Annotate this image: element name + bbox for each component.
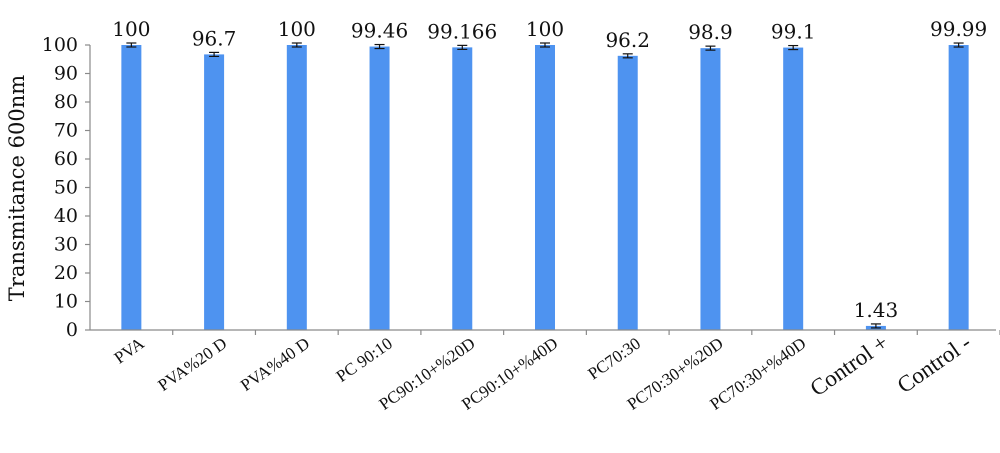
category-label: Control + [806,330,893,402]
data-label: 1.43 [854,298,899,322]
y-tick-label: 50 [54,177,78,199]
y-tick-label: 30 [54,234,78,256]
data-label: 99.46 [351,19,408,43]
bar [286,45,307,330]
y-tick-label: 40 [54,205,78,227]
y-tick-label: 0 [66,319,78,341]
y-tick-label: 20 [54,262,78,284]
y-tick-label: 60 [54,148,78,170]
category-label: PVA%20 D [154,334,230,395]
bar [121,45,142,330]
y-tick-label: 10 [54,291,78,313]
bar [617,55,638,331]
bar [700,48,721,330]
data-label: 100 [526,17,564,41]
category-label: PC70:30 [584,334,644,384]
data-label: 98.9 [688,20,733,44]
category-label: Control - [893,330,976,398]
bar [204,54,225,330]
y-tick-label: 100 [42,34,78,56]
data-label: 96.7 [192,26,237,50]
y-axis-label: Transmitance 600nm [5,75,29,301]
y-tick-label: 90 [54,63,78,85]
y-tick-label: 80 [54,91,78,113]
data-label: 99.1 [771,20,816,44]
bars [121,42,1000,335]
bar [783,47,804,330]
x-axis-categories: PVA PVA%20 D PVA%40 D PC 90:10PC90:10+%20DP… [111,330,976,414]
data-label: 100 [278,17,316,41]
data-label: 99.166 [427,19,497,43]
bar [452,47,473,331]
data-labels: 100 96.7 100 99.46 99.166 100 96.2 98.9 99.1 1.43… [112,17,987,322]
category-label: PC 90:10 [333,334,396,386]
data-label: 96.2 [605,28,650,52]
y-tick-label: 70 [54,120,78,142]
data-label: 100 [112,17,150,41]
category-label: PVA [111,333,149,367]
bar [535,45,555,330]
y-axis-ticks: 0 10 20 30 40 50 60 70 80 90 100 [42,34,90,341]
data-label: 99.99 [930,17,987,41]
bar [369,46,390,330]
category-label: PVA%40 D [237,334,313,395]
bar [948,45,969,330]
